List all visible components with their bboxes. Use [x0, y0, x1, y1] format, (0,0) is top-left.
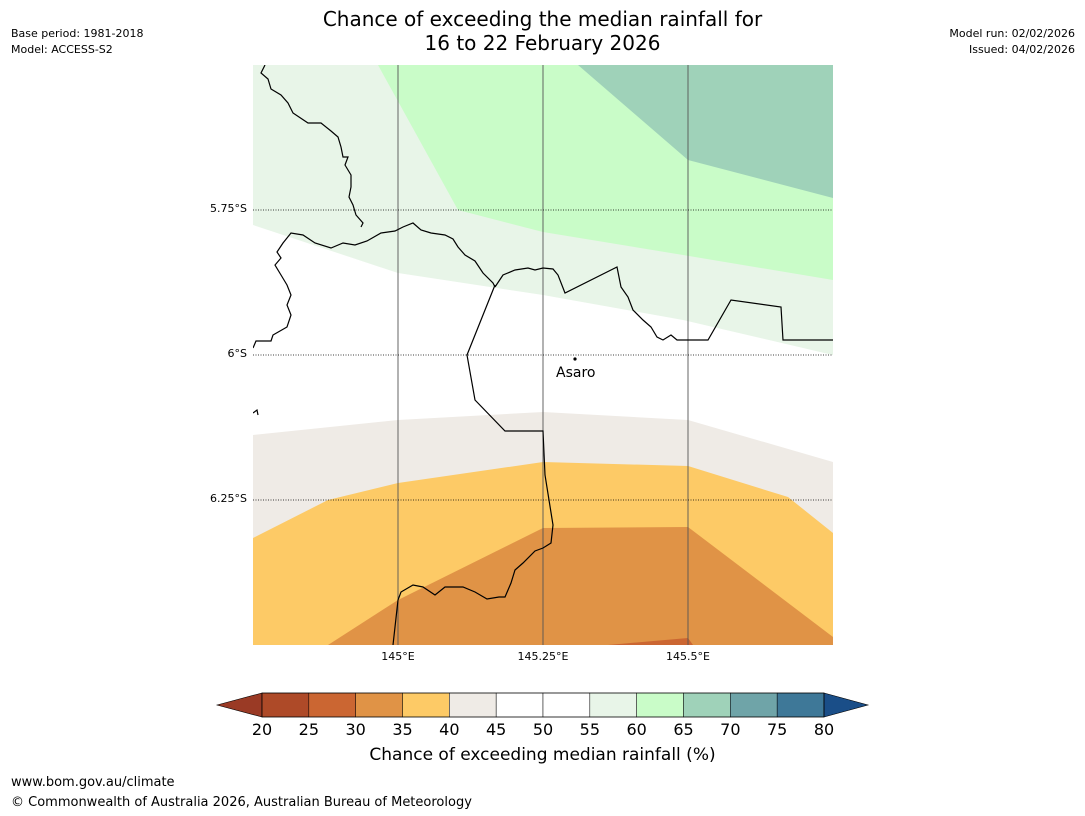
province-boundary-north — [260, 65, 364, 228]
colorbar-under-arrow — [215, 692, 263, 718]
band-25-30 — [608, 638, 693, 645]
lat-label-6-25: 6.25°S — [210, 492, 247, 505]
issued-date: Issued: 04/02/2026 — [968, 43, 1075, 56]
forecast-map[interactable] — [253, 65, 833, 645]
lon-label-145-25: 145.25°E — [517, 650, 569, 663]
meta-left: Base period: 1981-2018 Model: ACCESS-S2 — [11, 26, 143, 58]
lon-label-145: 145°E — [381, 650, 415, 663]
colorbar-tick-label: 35 — [392, 720, 413, 739]
colorbar-segment — [308, 692, 356, 718]
lat-label-6: 6°S — [227, 347, 247, 360]
colorbar-tick-label: 70 — [720, 720, 741, 739]
colorbar-segment — [776, 692, 825, 718]
colorbar-over-arrow — [823, 692, 870, 718]
colorbar-tick-label: 50 — [532, 720, 554, 739]
model-run: Model run: 02/02/2026 — [949, 27, 1075, 40]
colorbar-segment — [402, 692, 450, 718]
colorbar-tick-label: 20 — [251, 720, 273, 739]
colorbar-segment — [683, 692, 731, 718]
colorbar-segment — [355, 692, 403, 718]
title-line-2: 16 to 22 February 2026 — [424, 31, 661, 55]
colorbar-segment — [542, 692, 591, 718]
province-boundary-west — [253, 222, 496, 349]
province-boundary-fragment — [253, 408, 259, 416]
colorbar-tick-label: 55 — [579, 720, 600, 739]
colorbar-segment — [261, 692, 310, 718]
colorbar-tick-label: 60 — [626, 720, 647, 739]
colorbar-segment — [730, 692, 778, 718]
colorbar-tick-label: 75 — [766, 720, 788, 739]
lon-label-145-5: 145.5°E — [666, 650, 710, 663]
chart-title: Chance of exceeding the median rainfall … — [0, 7, 1085, 55]
colorbar-tick-label: 65 — [673, 720, 694, 739]
colorbar-tick-label: 40 — [439, 720, 460, 739]
base-period: Base period: 1981-2018 — [11, 27, 144, 40]
colorbar-segment — [495, 692, 544, 718]
colorbar — [215, 692, 870, 718]
model-name: Model: ACCESS-S2 — [11, 43, 113, 56]
asaro-label: Asaro — [556, 365, 596, 381]
asaro-marker[interactable] — [573, 357, 577, 361]
colorbar-segment — [449, 692, 497, 718]
colorbar-title-text: Chance of exceeding median rainfall (%) — [369, 745, 716, 765]
colorbar-title: Chance of exceeding median rainfall (%) — [0, 745, 1085, 765]
colorbar-tick-label: 30 — [345, 720, 366, 739]
title-line-1: Chance of exceeding the median rainfall … — [322, 7, 763, 31]
colorbar-segment — [636, 692, 684, 718]
province-boundary-central — [494, 266, 833, 341]
band-65-70 — [578, 65, 833, 198]
footer-url[interactable]: www.bom.gov.au/climate — [11, 775, 175, 790]
meta-right: Model run: 02/02/2026 Issued: 04/02/2026 — [949, 26, 1075, 58]
colorbar-tick-label: 25 — [298, 720, 319, 739]
band-30-35 — [328, 527, 833, 645]
colorbar-segment — [589, 692, 637, 718]
lat-label-5-75: 5.75°S — [210, 202, 247, 215]
colorbar-tick-label: 80 — [813, 720, 835, 739]
footer-copyright: © Commonwealth of Australia 2026, Austra… — [11, 795, 472, 810]
colorbar-frame — [261, 692, 825, 718]
province-boundary-south — [392, 284, 554, 645]
colorbar-tick-label: 45 — [485, 720, 507, 739]
